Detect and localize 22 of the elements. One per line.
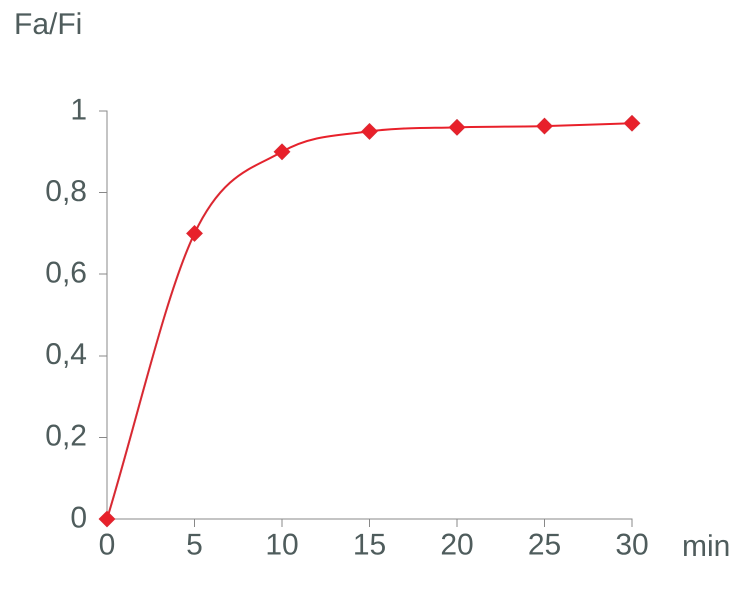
x-tick-label: 5 xyxy=(186,528,203,562)
x-tick-label: 30 xyxy=(615,528,649,562)
y-tick-label: 0,2 xyxy=(45,420,87,453)
x-axis-title: min xyxy=(682,530,730,564)
point xyxy=(362,123,378,140)
point xyxy=(536,118,552,134)
point xyxy=(274,144,290,160)
x-tick-label: 10 xyxy=(265,528,299,562)
y-tick-label: 0,8 xyxy=(45,174,87,208)
x-tick-label: 15 xyxy=(352,528,386,562)
y-tick-label: 0,6 xyxy=(45,256,87,290)
point xyxy=(99,511,115,527)
point xyxy=(449,119,465,136)
y-axis-title: Fa/Fi xyxy=(14,8,82,42)
y-tick-label: 0 xyxy=(70,501,87,534)
point xyxy=(624,115,640,132)
y-tick-label: 0,4 xyxy=(45,338,87,372)
x-tick-label: 20 xyxy=(440,528,474,562)
y-tick-label: 1 xyxy=(70,93,87,126)
point xyxy=(186,225,202,242)
x-tick-label: 0 xyxy=(98,528,116,562)
x-tick-label: 25 xyxy=(528,528,562,562)
